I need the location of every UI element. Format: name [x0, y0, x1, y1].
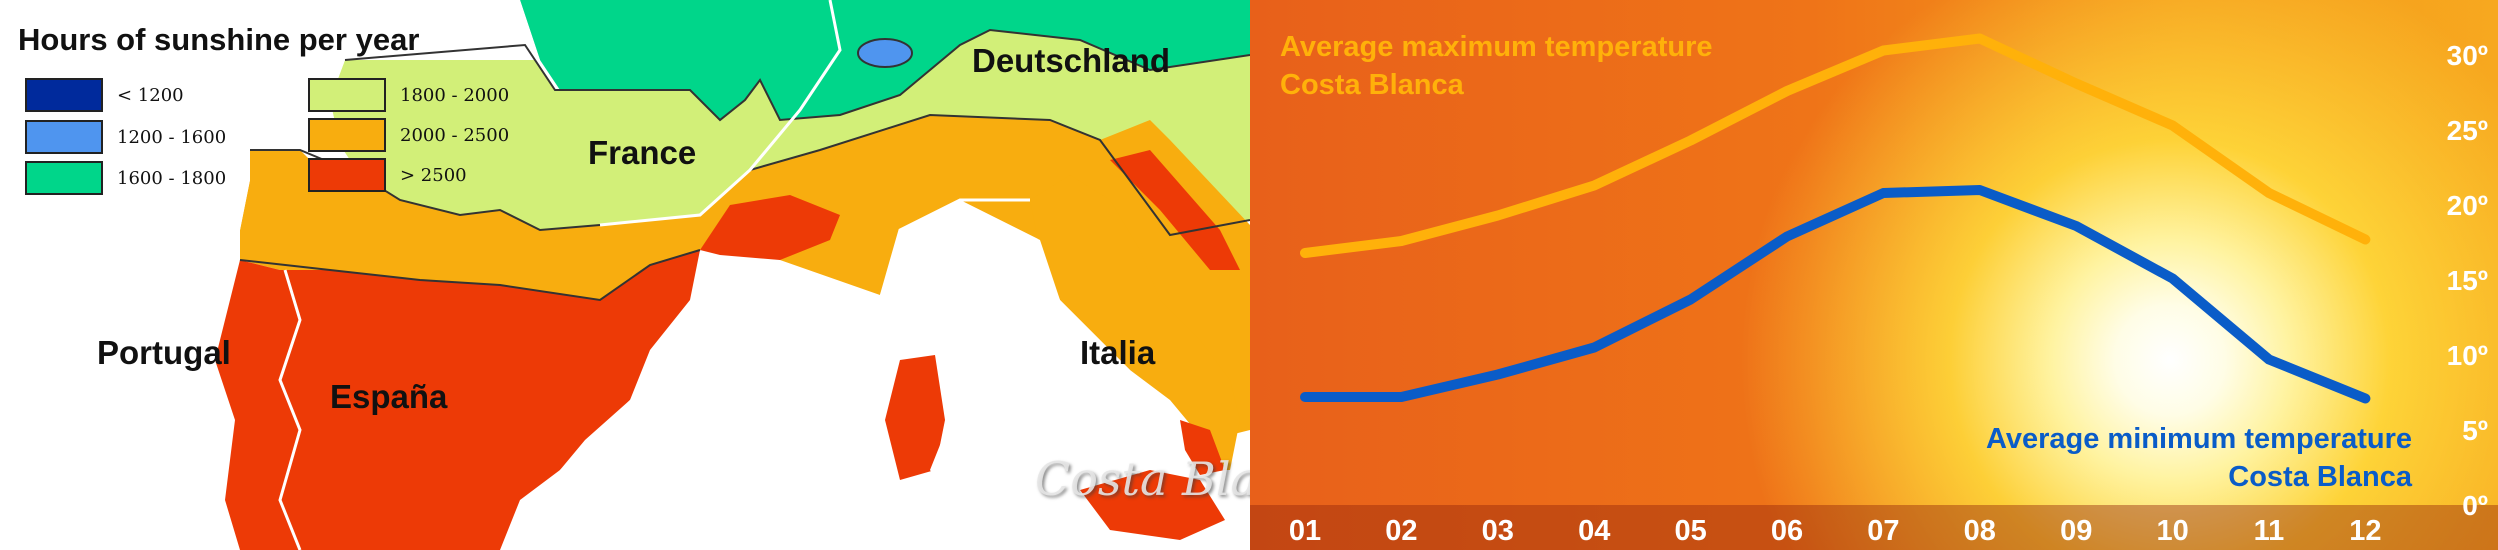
- y-tick-label: 5º: [2462, 415, 2488, 446]
- legend-swatch: [25, 161, 103, 195]
- legend-item-2000-2500: 2000 - 2500: [308, 118, 509, 152]
- x-tick-label: 06: [1771, 515, 1803, 547]
- legend-swatch: [308, 118, 386, 152]
- y-tick-label: 25º: [2447, 115, 2488, 146]
- y-tick-label: 30º: [2447, 40, 2488, 71]
- legend-label: 1200 - 1600: [117, 127, 226, 148]
- legend-swatch: [25, 120, 103, 154]
- legend-item-lt-1200: < 1200: [25, 78, 184, 112]
- legend-label: 2000 - 2500: [400, 125, 509, 146]
- lake-blue: [858, 39, 912, 67]
- country-label-portugal: Portugal: [97, 334, 231, 372]
- country-label-deutschland: Deutschland: [972, 42, 1170, 80]
- y-axis-ticks: 0º 5º 10º 15º 20º 25º 30º: [2447, 40, 2488, 521]
- x-tick-label: 04: [1578, 515, 1610, 547]
- legend-swatch: [308, 78, 386, 112]
- x-tick-label: 12: [2349, 515, 2381, 547]
- legend-label: > 2500: [400, 165, 467, 186]
- legend-label: < 1200: [117, 85, 184, 106]
- x-tick-label: 02: [1385, 515, 1417, 547]
- country-label-france: France: [588, 134, 696, 172]
- map-title: Hours of sunshine per year: [18, 22, 419, 58]
- legend-item-1200-1600: 1200 - 1600: [25, 120, 226, 154]
- x-tick-label: 08: [1964, 515, 1996, 547]
- legend-item-1600-1800: 1600 - 1800: [25, 161, 226, 195]
- x-tick-label: 11: [2254, 515, 2285, 547]
- legend-label: 1600 - 1800: [117, 168, 226, 189]
- legend-item-1800-2000: 1800 - 2000: [308, 78, 509, 112]
- legend-swatch: [308, 158, 386, 192]
- min-temperature-label: Average minimum temperature Costa Blanca: [1986, 420, 2412, 496]
- x-tick-label: 05: [1674, 515, 1706, 547]
- max-temperature-label-line1: Average maximum temperature: [1280, 28, 1713, 66]
- y-tick-label: 10º: [2447, 340, 2488, 371]
- temperature-chart-panel: 0º 5º 10º 15º 20º 25º 30º 01 02 03 04 05 06 07 08 09 10…: [1250, 0, 2498, 550]
- country-label-italia: Italia: [1080, 334, 1155, 372]
- legend-swatch: [25, 78, 103, 112]
- x-tick-label: 09: [2060, 515, 2092, 547]
- y-tick-label: 20º: [2447, 190, 2488, 221]
- min-temperature-label-line1: Average minimum temperature: [1986, 420, 2412, 458]
- max-temperature-label-line2: Costa Blanca: [1280, 66, 1713, 104]
- max-temperature-label: Average maximum temperature Costa Blanca: [1280, 28, 1713, 104]
- x-tick-label: 10: [2156, 515, 2188, 547]
- x-tick-label: 03: [1482, 515, 1514, 547]
- legend-item-gt-2500: > 2500: [308, 158, 467, 192]
- x-tick-label: 07: [1867, 515, 1899, 547]
- legend-label: 1800 - 2000: [400, 85, 509, 106]
- x-tick-label: 01: [1289, 515, 1321, 547]
- y-tick-label: 15º: [2447, 265, 2488, 296]
- y-tick-label: 0º: [2462, 490, 2488, 521]
- country-label-espana: España: [330, 378, 447, 416]
- min-temperature-label-line2: Costa Blanca: [1986, 458, 2412, 496]
